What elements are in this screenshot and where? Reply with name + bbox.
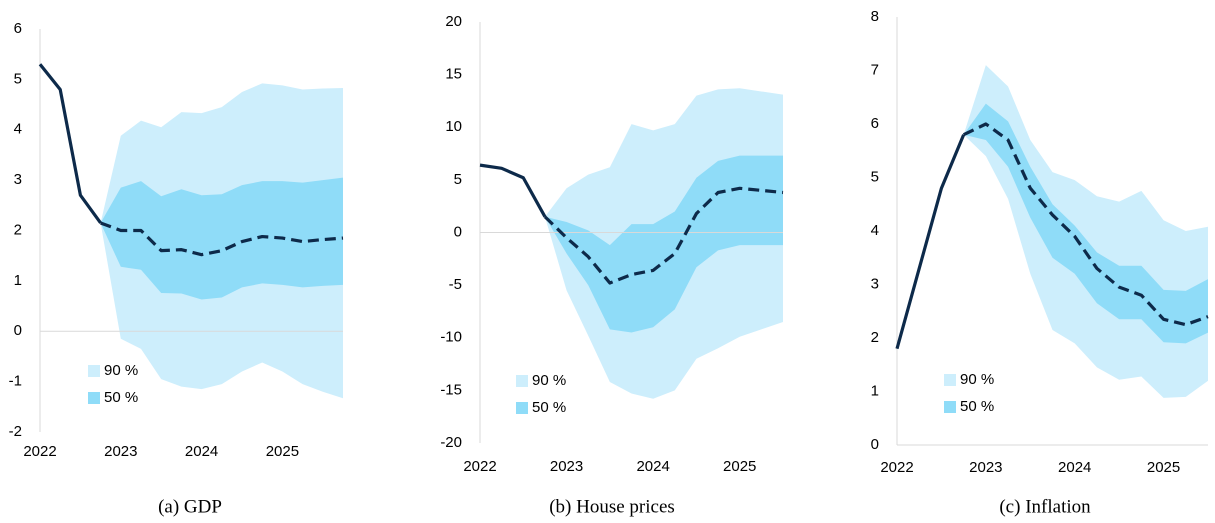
y-tick-label: 5 xyxy=(871,168,879,185)
y-tick-label: 15 xyxy=(445,66,462,83)
legend-swatch xyxy=(88,392,100,404)
forecast-line xyxy=(100,221,344,257)
x-tick-label: 2022 xyxy=(23,443,56,460)
y-tick-label: 3 xyxy=(14,171,22,188)
y-tick-label: 5 xyxy=(14,70,22,87)
y-tick-label: -15 xyxy=(440,381,462,398)
caption: (b) House prices xyxy=(549,496,675,517)
y-tick-label: 5 xyxy=(454,171,462,188)
y-tick-label: 0 xyxy=(871,436,879,453)
x-tick-label: 2024 xyxy=(636,458,669,475)
y-tick-label: -20 xyxy=(440,434,462,451)
legend-label: 90 % xyxy=(960,371,994,388)
y-tick-label: -10 xyxy=(440,329,462,346)
y-tick-label: 2 xyxy=(14,221,22,238)
y-tick-label: 0 xyxy=(14,322,22,339)
legend-label: 50 % xyxy=(104,389,138,406)
history-line xyxy=(479,163,547,218)
x-tick-label: 2024 xyxy=(1058,459,1091,476)
legend-label: 50 % xyxy=(960,398,994,415)
legend-swatch xyxy=(88,365,100,377)
y-tick-label: 7 xyxy=(871,61,879,78)
fan-band xyxy=(963,103,1208,344)
legend-label: 90 % xyxy=(532,372,566,389)
legend-label: 50 % xyxy=(532,399,566,416)
forecast-line xyxy=(543,186,784,285)
y-tick-label: 2 xyxy=(871,329,879,346)
x-tick-label: 2025 xyxy=(266,443,299,460)
y-tick-label: -5 xyxy=(449,276,462,293)
x-tick-label: 2023 xyxy=(969,459,1002,476)
x-tick-label: 2022 xyxy=(880,459,913,476)
y-tick-label: 0 xyxy=(454,223,462,240)
x-tick-label: 2025 xyxy=(723,458,756,475)
history-line xyxy=(38,63,102,224)
legend-swatch xyxy=(516,375,528,387)
y-tick-label: 20 xyxy=(445,13,462,30)
fan-band xyxy=(544,155,783,333)
y-tick-label: 10 xyxy=(445,118,462,135)
y-tick-label: 6 xyxy=(871,115,879,132)
legend-swatch xyxy=(944,401,956,413)
legend-label: 90 % xyxy=(104,362,138,379)
y-tick-label: -1 xyxy=(9,373,22,390)
y-tick-label: 4 xyxy=(871,222,879,239)
caption: (c) Inflation xyxy=(999,496,1091,517)
y-tick-label: -2 xyxy=(9,423,22,440)
legend-swatch xyxy=(516,402,528,414)
history-line xyxy=(895,134,966,350)
forecast-line xyxy=(962,122,1209,327)
fan-band xyxy=(963,65,1208,398)
x-tick-label: 2025 xyxy=(1147,459,1180,476)
legend-swatch xyxy=(944,374,956,386)
y-tick-label: 3 xyxy=(871,275,879,292)
x-tick-label: 2023 xyxy=(550,458,583,475)
x-tick-label: 2022 xyxy=(463,458,496,475)
y-tick-label: 6 xyxy=(14,20,22,37)
x-tick-label: 2024 xyxy=(185,443,218,460)
fan-band xyxy=(100,177,343,300)
caption: (a) GDP xyxy=(158,496,222,517)
x-tick-label: 2023 xyxy=(104,443,137,460)
y-tick-label: 8 xyxy=(871,8,879,25)
y-tick-label: 4 xyxy=(14,121,22,138)
y-tick-label: 1 xyxy=(14,272,22,289)
y-tick-label: 1 xyxy=(871,382,879,399)
